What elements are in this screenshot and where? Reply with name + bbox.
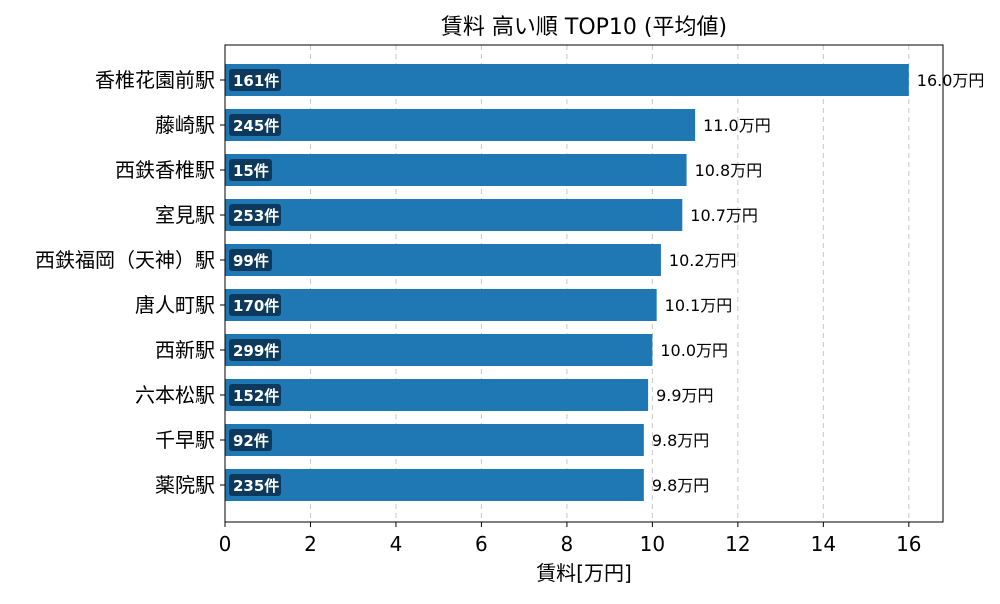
value-label-7: 9.9万円 [656, 386, 713, 405]
count-badge-4 [229, 249, 272, 271]
category-label-1: 藤崎駅 [155, 113, 215, 137]
bar-8 [225, 424, 644, 456]
x-tick-label-12: 12 [725, 532, 750, 556]
x-tick-label-2: 2 [304, 532, 317, 556]
category-label-4: 西鉄福岡（天神）駅 [35, 248, 215, 272]
x-tick-label-6: 6 [475, 532, 488, 556]
x-tick-label-8: 8 [561, 532, 574, 556]
value-label-6: 10.0万円 [660, 341, 728, 360]
category-label-3: 室見駅 [155, 203, 215, 227]
value-label-8: 9.8万円 [652, 431, 709, 450]
bar-5 [225, 289, 657, 321]
count-badge-7 [229, 384, 281, 406]
axes: 0 2 4 6 8 10 12 14 16 [219, 44, 944, 556]
bar-1 [225, 109, 696, 141]
bar-2 [225, 154, 687, 186]
count-label-0: 161件 [233, 72, 279, 90]
count-badge-8 [229, 429, 272, 451]
value-label-5: 10.1万円 [665, 296, 733, 315]
bar-7 [225, 379, 649, 411]
x-axis-label: 賃料[万円] [536, 561, 632, 585]
count-badge-0 [229, 69, 281, 91]
count-badge-9 [229, 474, 281, 496]
bar-3 [225, 199, 683, 231]
value-label-0: 16.0万円 [917, 71, 985, 90]
count-label-2: 15件 [233, 162, 269, 180]
count-label-8: 92件 [233, 432, 269, 450]
x-tick-label-14: 14 [811, 532, 836, 556]
count-label-9: 235件 [233, 477, 279, 495]
value-label-2: 10.8万円 [695, 161, 763, 180]
value-label-4: 10.2万円 [669, 251, 737, 270]
category-label-5: 唐人町駅 [135, 293, 215, 317]
bar-4 [225, 244, 661, 276]
count-label-6: 299件 [233, 342, 279, 360]
category-label-6: 西新駅 [155, 338, 215, 362]
category-label-7: 六本松駅 [135, 383, 215, 407]
value-label-3: 10.7万円 [690, 206, 758, 225]
count-label-7: 152件 [233, 387, 279, 405]
bar-9 [225, 469, 644, 501]
bar-6 [225, 334, 653, 366]
count-label-4: 99件 [233, 252, 269, 270]
count-badge-5 [229, 294, 281, 316]
chart-title: 賃料 高い順 TOP10 (平均値) [441, 15, 727, 40]
plot-frame [224, 44, 944, 523]
x-tick-label-10: 10 [640, 532, 665, 556]
x-tick-label-16: 16 [896, 532, 921, 556]
count-label-3: 253件 [233, 207, 279, 225]
count-badge-3 [229, 204, 281, 226]
value-label-1: 11.0万円 [703, 116, 771, 135]
category-label-8: 千早駅 [155, 428, 215, 452]
x-tick-label-0: 0 [219, 532, 232, 556]
x-tick-label-4: 4 [390, 532, 403, 556]
count-label-1: 245件 [233, 117, 279, 135]
category-label-2: 西鉄香椎駅 [115, 158, 215, 182]
bar-0 [225, 64, 909, 96]
count-badge-2 [229, 159, 272, 181]
count-label-5: 170件 [233, 297, 279, 315]
category-label-0: 香椎花園前駅 [95, 68, 215, 92]
count-badge-1 [229, 114, 281, 136]
category-label-9: 薬院駅 [155, 473, 215, 497]
value-label-9: 9.8万円 [652, 476, 709, 495]
count-badge-6 [229, 339, 281, 361]
